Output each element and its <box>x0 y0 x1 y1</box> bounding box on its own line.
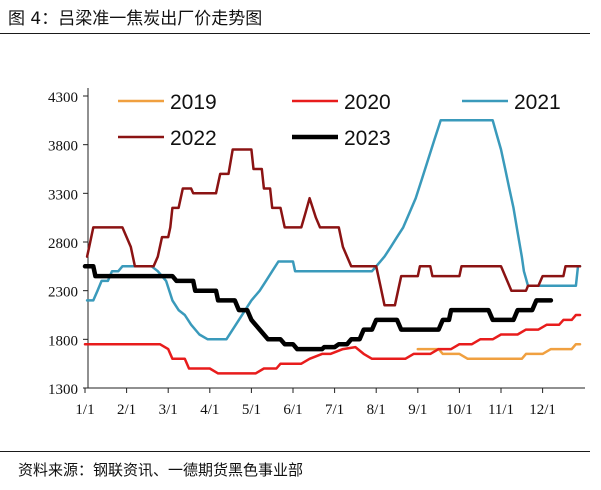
legend-label-2021: 2021 <box>514 91 561 114</box>
x-tick-label: 3/1 <box>159 402 178 418</box>
y-tick-label: 3300 <box>48 187 78 203</box>
x-tick-label: 12/1 <box>529 402 556 418</box>
series-line-2020 <box>83 313 582 375</box>
x-tick-label: 2/1 <box>117 402 136 418</box>
series-line-2019 <box>416 342 582 361</box>
y-tick-label: 2300 <box>48 285 78 301</box>
top-rule <box>0 33 590 34</box>
series-line-2022 <box>85 148 582 307</box>
x-tick-label: 8/1 <box>367 402 386 418</box>
x-tick-label: 9/1 <box>408 402 427 418</box>
legend-label-2020: 2020 <box>344 91 391 114</box>
x-tick-label: 11/1 <box>488 402 514 418</box>
y-tick-label: 2800 <box>48 236 78 252</box>
y-tick-label: 1800 <box>48 333 78 349</box>
y-tick-label: 3800 <box>48 139 78 155</box>
x-tick-label: 5/1 <box>242 402 261 418</box>
legend: 2019 2020 2021 2022 2023 <box>118 91 561 150</box>
bottom-rule <box>0 451 590 452</box>
x-tick-label: 10/1 <box>446 402 473 418</box>
figure-title: 图 4：吕梁准一焦炭出厂价走势图 <box>8 9 263 29</box>
legend-label-2019: 2019 <box>170 91 217 114</box>
axes <box>87 88 585 389</box>
series-lines <box>82 119 582 375</box>
x-axis-ticks: 1/1 2/1 3/1 4/1 5/1 6/1 7/1 8/1 9/1 10/1 11/1 12/1 <box>75 388 556 418</box>
legend-label-2022: 2022 <box>170 127 217 150</box>
y-axis-ticks: 1300 1800 2300 2800 3300 3800 4300 <box>48 90 88 398</box>
y-tick-label: 4300 <box>48 90 78 106</box>
source-note: 资料来源：钢联资讯、一德期货黑色事业部 <box>18 461 304 479</box>
legend-label-2023: 2023 <box>344 127 391 150</box>
series-line-2023 <box>82 264 554 352</box>
x-tick-label: 1/1 <box>75 402 94 418</box>
x-tick-label: 4/1 <box>200 402 219 418</box>
series-line-2021 <box>85 119 582 341</box>
x-tick-label: 6/1 <box>283 402 302 418</box>
y-tick-label: 1300 <box>48 382 78 398</box>
x-tick-label: 7/1 <box>325 402 344 418</box>
